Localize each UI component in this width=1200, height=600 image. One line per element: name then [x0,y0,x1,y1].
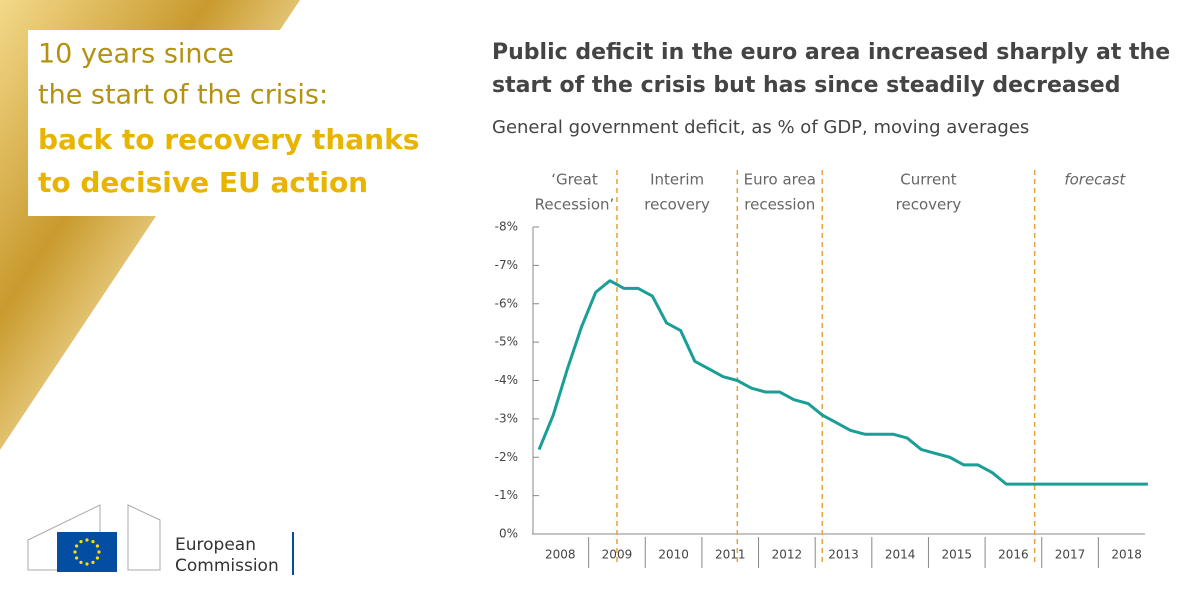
period-label: recession [744,196,815,214]
x-tick-label: 2016 [998,548,1029,562]
period-label: ‘Great [551,171,598,189]
x-tick-label: 2009 [602,548,633,562]
period-label: forecast [1064,171,1126,189]
plot: 0% -1% -2% -3% -4% -5% -6% -7% -8% 2008 2009 2010 20… [495,170,1148,568]
x-tick-label: 2018 [1111,548,1142,562]
y-tick-label: 0% [499,527,518,541]
data-line [537,279,1148,486]
header-light: the start of the crisis: [38,80,328,111]
y-tick-label: -3% [495,411,518,425]
x-tick-label: 2014 [885,548,916,562]
chart-title: start of the crisis but has since steadi… [492,73,1120,98]
period-label: Interim [650,171,704,189]
eu-flag [57,532,117,572]
period-label: Euro area [744,171,816,189]
period-label: recovery [644,196,710,214]
logo-text: European [175,535,256,555]
x-tick-label: 2010 [658,548,689,562]
x-tick-label: 2011 [715,548,746,562]
header-light: 10 years since [38,39,234,70]
logo-text: Commission [175,556,279,576]
logo: European Commission [27,504,294,576]
chart-subtitle: General government deficit, as % of GDP,… [492,117,1029,138]
y-tick-label: -2% [495,450,518,464]
header-box [28,30,440,216]
x-tick-label: 2008 [545,548,576,562]
eu-stars [73,538,101,566]
header-bold: back to recovery thanks [38,123,419,156]
y-tick-label: -1% [495,488,518,502]
header-bold: to decisive EU action [38,166,368,199]
x-tick-label: 2015 [941,548,972,562]
y-tick-label: -5% [495,335,518,349]
y-tick-label: -6% [495,296,518,310]
x-tick-label: 2013 [828,548,859,562]
period-label: Recession’ [535,196,615,214]
period-label: recovery [896,196,962,214]
x-tick-label: 2017 [1055,548,1086,562]
x-tick-label: 2012 [772,548,803,562]
chart-title: Public deficit in the euro area increase… [492,40,1170,65]
period-label: Current [900,171,956,189]
y-tick-label: -7% [495,258,518,272]
y-tick-label: -8% [495,220,518,234]
y-tick-label: -4% [495,373,518,387]
